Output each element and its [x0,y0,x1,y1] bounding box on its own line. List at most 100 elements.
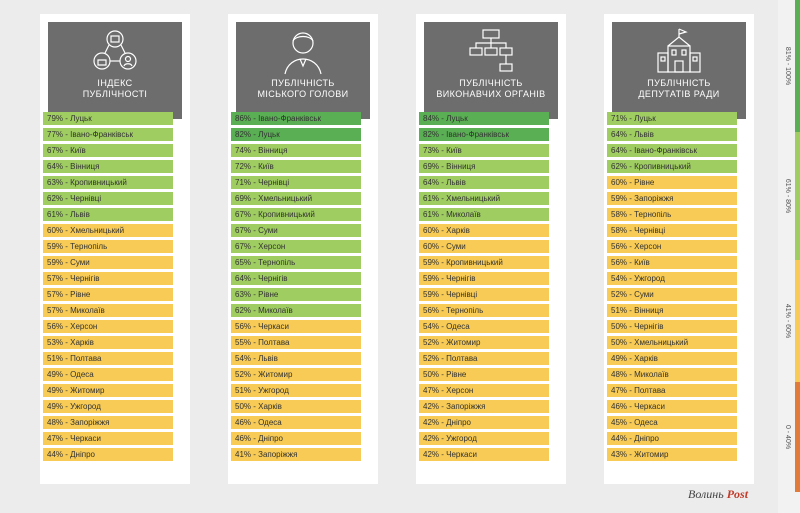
legend-band-81-100: 81% - 100% [778,0,800,132]
ranking-row: 42% - Запоріжжя [419,400,549,413]
ranking-row: 43% - Житомир [607,448,737,461]
ranking-row: 84% - Луцьк [419,112,549,125]
ranking-row: 60% - Хмельницький [43,224,173,237]
legend-label: 81% - 100% [784,46,791,86]
ranking-row: 56% - Черкаси [231,320,361,333]
ranking-row: 61% - Миколаїв [419,208,549,221]
panel-header: ІНДЕКС ПУБЛІЧНОСТІ [48,22,182,119]
logo-main: Волинь [688,487,724,501]
color-scale-legend: 81% - 100% 61% - 80% 41% - 60% 0 - 40% [778,0,800,513]
person-icon [284,32,322,75]
ranking-row: 49% - Ужгород [43,400,173,413]
ranking-row: 52% - Полтава [419,352,549,365]
ranking-row: 64% - Вінниця [43,160,173,173]
network-icon [93,30,137,70]
ranking-row: 54% - Львів [231,352,361,365]
rating-panel-1: ІНДЕКС ПУБЛІЧНОСТІ 79% - Луцьк 77% - Івано… [40,14,190,484]
ranking-row: 67% - Херсон [231,240,361,253]
ranking-row: 62% - Кропивницький [607,160,737,173]
ranking-row: 52% - Житомир [231,368,361,381]
ranking-row: 51% - Вінниця [607,304,737,317]
ranking-row: 58% - Чернівці [607,224,737,237]
ranking-row: 72% - Київ [231,160,361,173]
ranking-row: 71% - Чернівці [231,176,361,189]
ranking-row: 65% - Тернопіль [231,256,361,269]
ranking-row: 60% - Харків [419,224,549,237]
ranking-row: 79% - Луцьк [43,112,173,125]
ranking-row: 77% - Івано-Франківськ [43,128,173,141]
ranking-row: 82% - Івано-Франківськ [419,128,549,141]
legend-band-61-80: 61% - 80% [778,132,800,260]
panel-header: ПУБЛІЧНІСТЬ ВИКОНАВЧИХ ОРГАНІВ [424,22,558,119]
ranking-row: 71% - Луцьк [607,112,737,125]
rating-panel-2: ПУБЛІЧНІСТЬ МІСЬКОГО ГОЛОВИ 86% - Івано-Ф… [228,14,378,484]
ranking-row: 57% - Миколаїв [43,304,173,317]
ranking-row: 64% - Івано-Франківськ [607,144,737,157]
ranking-row: 41% - Запоріжжя [231,448,361,461]
ranking-row: 50% - Чернігів [607,320,737,333]
ranking-row: 61% - Львів [43,208,173,221]
ranking-row: 50% - Рівне [419,368,549,381]
ranking-row: 44% - Дніпро [43,448,173,461]
ranking-row: 42% - Черкаси [419,448,549,461]
ranking-row: 63% - Кропивницький [43,176,173,189]
ranking-row: 47% - Херсон [419,384,549,397]
ranking-row: 56% - Херсон [43,320,173,333]
ranking-row: 53% - Харків [43,336,173,349]
ranking-row: 59% - Тернопіль [43,240,173,253]
ranking-row: 67% - Київ [43,144,173,157]
ranking-row: 54% - Ужгород [607,272,737,285]
volyn-post-logo: Волинь Post [688,487,748,502]
ranking-row: 49% - Житомир [43,384,173,397]
ranking-row: 44% - Дніпро [607,432,737,445]
ranking-row: 51% - Полтава [43,352,173,365]
legend-label: 41% - 60% [784,303,791,339]
building-icon [657,28,701,73]
panel-header: ПУБЛІЧНІСТЬ ДЕПУТАТІВ РАДИ [612,22,746,119]
ranking-row: 64% - Львів [419,176,549,189]
ranking-row: 73% - Київ [419,144,549,157]
ranking-row: 60% - Суми [419,240,549,253]
ranking-row: 64% - Чернігів [231,272,361,285]
ranking-row: 59% - Чернівці [419,288,549,301]
ranking-row: 56% - Херсон [607,240,737,253]
ranking-row: 63% - Рівне [231,288,361,301]
ranking-row: 69% - Вінниця [419,160,549,173]
ranking-row: 64% - Львів [607,128,737,141]
ranking-row: 48% - Запоріжжя [43,416,173,429]
ranking-row: 47% - Черкаси [43,432,173,445]
ranking-row: 42% - Дніпро [419,416,549,429]
panel-title: ПУБЛІЧНІСТЬ ВИКОНАВЧИХ ОРГАНІВ [436,78,546,99]
ranking-row: 46% - Черкаси [607,400,737,413]
panel-title: ПУБЛІЧНІСТЬ МІСЬКОГО ГОЛОВИ [257,78,349,99]
org-chart-icon [469,29,513,72]
ranking-row: 56% - Київ [607,256,737,269]
ranking-row: 45% - Одеса [607,416,737,429]
ranking-row: 57% - Чернігів [43,272,173,285]
ranking-row: 60% - Рівне [607,176,737,189]
ranking-row: 50% - Харків [231,400,361,413]
panel-header: ПУБЛІЧНІСТЬ МІСЬКОГО ГОЛОВИ [236,22,370,119]
ranking-row: 59% - Суми [43,256,173,269]
ranking-row: 47% - Полтава [607,384,737,397]
ranking-row: 58% - Тернопіль [607,208,737,221]
panel-title: ПУБЛІЧНІСТЬ ДЕПУТАТІВ РАДИ [638,78,720,99]
ranking-row: 82% - Луцьк [231,128,361,141]
ranking-row: 52% - Суми [607,288,737,301]
ranking-row: 55% - Полтава [231,336,361,349]
ranking-row: 67% - Суми [231,224,361,237]
ranking-row: 50% - Хмельницький [607,336,737,349]
ranking-row: 49% - Харків [607,352,737,365]
rating-panel-3: ПУБЛІЧНІСТЬ ВИКОНАВЧИХ ОРГАНІВ 84% - Луць… [416,14,566,484]
ranking-row: 62% - Чернівці [43,192,173,205]
ranking-row: 61% - Хмельницький [419,192,549,205]
legend-band-41-60: 41% - 60% [778,260,800,382]
ranking-row: 62% - Миколаїв [231,304,361,317]
ranking-row: 46% - Дніпро [231,432,361,445]
ranking-row: 56% - Тернопіль [419,304,549,317]
ranking-row: 48% - Миколаїв [607,368,737,381]
ranking-row: 67% - Кропивницький [231,208,361,221]
legend-band-0-40: 0 - 40% [778,382,800,492]
legend-label: 61% - 80% [784,178,791,214]
ranking-row: 52% - Житомир [419,336,549,349]
